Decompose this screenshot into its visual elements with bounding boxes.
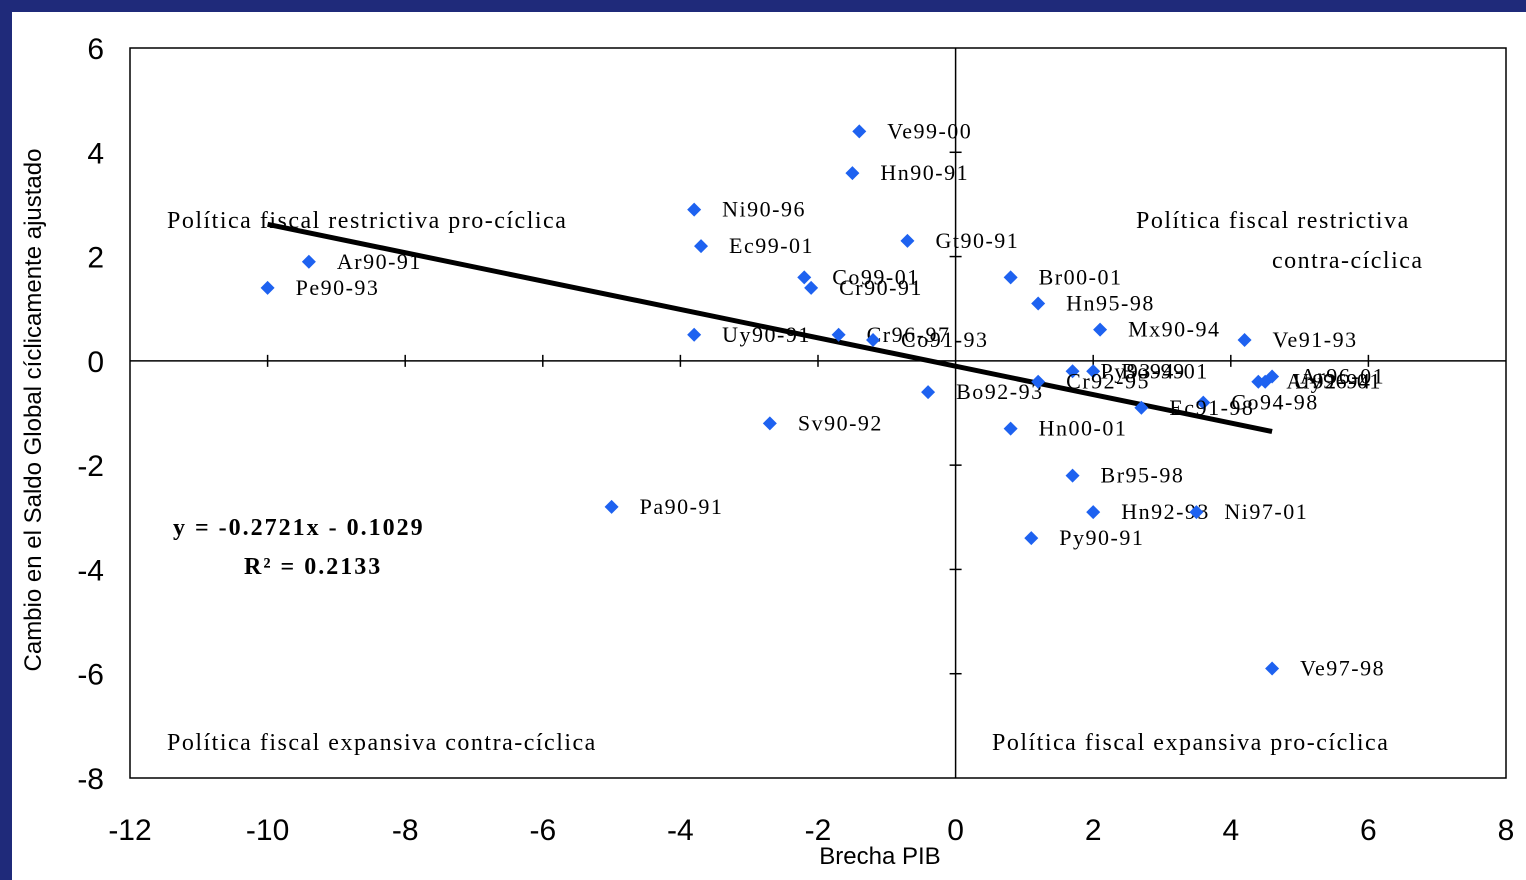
data-point-label: Ec99-01: [729, 233, 814, 258]
quadrant-top-right-line2: contra-cíclica: [1272, 248, 1424, 274]
regression-equation: y = -0.2721x - 0.1029: [173, 515, 425, 541]
data-point-marker: [831, 327, 846, 342]
data-point-label: Bo92-93: [956, 379, 1044, 404]
r-squared: R² = 0.2133: [244, 554, 382, 580]
data-point-label: Hn95-98: [1066, 291, 1155, 316]
data-point-marker: [921, 385, 936, 400]
frame-left-border: [0, 0, 12, 880]
y-tick-label: -6: [77, 659, 104, 692]
plot-area: [129, 47, 1507, 779]
x-tick-label: -2: [805, 814, 832, 847]
y-tick-label: 2: [87, 242, 104, 275]
data-point-label: Cr96-97: [867, 322, 951, 347]
data-point-label: Py93-99: [1101, 358, 1186, 383]
data-point-marker: [1031, 374, 1046, 389]
y-tick-label: -4: [77, 554, 104, 587]
x-tick-label: -4: [667, 814, 694, 847]
data-point-label: Uy90-91: [722, 322, 811, 347]
data-point-marker: [1024, 531, 1039, 546]
quadrant-top-right-line1: Política fiscal restrictiva: [1136, 208, 1410, 234]
quadrant-bottom-right: Política fiscal expansiva pro-cíclica: [992, 730, 1389, 756]
data-point-marker: [301, 254, 316, 269]
data-point-label: Br95-98: [1101, 463, 1185, 488]
data-point-marker: [1031, 296, 1046, 311]
data-point-marker: [900, 233, 915, 248]
data-point-label: Ec91-98: [1169, 395, 1254, 420]
data-point-label: Mx90-94: [1128, 317, 1220, 342]
data-point-label: Hn90-91: [880, 160, 969, 185]
x-tick-label: 2: [1085, 814, 1102, 847]
y-tick-label: 0: [87, 346, 104, 379]
data-point-label: Py90-91: [1059, 525, 1144, 550]
data-point-label: Co99-01: [832, 264, 920, 289]
quadrant-top-left: Política fiscal restrictiva pro-cíclica: [167, 208, 567, 234]
data-point-marker: [694, 239, 709, 254]
x-tick-label: 6: [1360, 814, 1377, 847]
data-point-marker: [804, 280, 819, 295]
x-axis-title: Brecha PIB: [819, 843, 940, 870]
data-point-marker: [687, 202, 702, 217]
frame-top-border: [0, 0, 1526, 12]
data-point-label: Pa90-91: [640, 494, 724, 519]
data-point-marker: [797, 270, 812, 285]
data-point-marker: [1265, 661, 1280, 676]
x-tick-label: -10: [246, 814, 289, 847]
data-point-label: Ar96-01: [1300, 364, 1385, 389]
data-point-marker: [852, 124, 867, 139]
x-tick-label: 8: [1498, 814, 1515, 847]
y-tick-label: 6: [87, 33, 104, 66]
data-point-marker: [260, 280, 275, 295]
data-point-marker: [687, 327, 702, 342]
data-point-marker: [1065, 364, 1080, 379]
data-point-label: Ar92-94: [1286, 369, 1371, 394]
x-tick-label: 4: [1222, 814, 1239, 847]
data-point-marker: [1196, 395, 1211, 410]
data-point-label: Ar90-91: [337, 249, 422, 274]
data-point-label: Br00-01: [1039, 264, 1123, 289]
data-point-label: Co94-98: [1231, 390, 1319, 415]
data-point-label: Cr90-91: [839, 275, 923, 300]
data-point-label: Uy96-01: [1293, 369, 1382, 394]
data-point-marker: [1003, 270, 1018, 285]
data-point-marker: [762, 416, 777, 431]
data-point-label: Sv90-92: [798, 410, 883, 435]
quadrant-bottom-left: Política fiscal expansiva contra-cíclica: [167, 730, 597, 756]
data-point-label: Ve97-98: [1300, 656, 1385, 681]
data-point-marker: [845, 166, 860, 181]
data-point-label: Ni90-96: [722, 197, 806, 222]
x-tick-label: -12: [108, 814, 151, 847]
data-point-label: Co91-93: [901, 327, 989, 352]
data-point-label: Ve99-00: [887, 118, 972, 143]
y-tick-label: -2: [77, 450, 104, 483]
data-point-label: Pe90-93: [296, 275, 380, 300]
x-tick-label: -6: [529, 814, 556, 847]
y-tick-label: -8: [77, 763, 104, 796]
data-point-marker: [1065, 468, 1080, 483]
data-point-marker: [1086, 505, 1101, 520]
y-tick-label: 4: [87, 137, 104, 170]
y-axis-title: Cambio en el Saldo Global cíclicamente a…: [20, 149, 47, 672]
trendline: [267, 221, 1273, 434]
data-point-label: Ve91-93: [1273, 327, 1358, 352]
data-point-marker: [1134, 400, 1149, 415]
data-point-label: Gt90-91: [935, 228, 1019, 253]
data-point-marker: [1189, 505, 1204, 520]
data-point-marker: [1003, 421, 1018, 436]
data-point-marker: [1086, 364, 1101, 379]
data-point-marker: [1093, 322, 1108, 337]
data-point-marker: [1237, 333, 1252, 347]
data-point-marker: [866, 333, 881, 347]
data-point-marker: [1258, 374, 1273, 389]
x-tick-label: -8: [392, 814, 419, 847]
data-point-label: Cr92-95: [1066, 369, 1150, 394]
data-point-label: Bo94-01: [1121, 358, 1209, 383]
x-tick-label: 0: [947, 814, 964, 847]
data-point-label: Hn00-01: [1039, 416, 1128, 441]
data-point-marker: [604, 499, 619, 514]
data-point-label: Ni97-01: [1224, 499, 1308, 524]
